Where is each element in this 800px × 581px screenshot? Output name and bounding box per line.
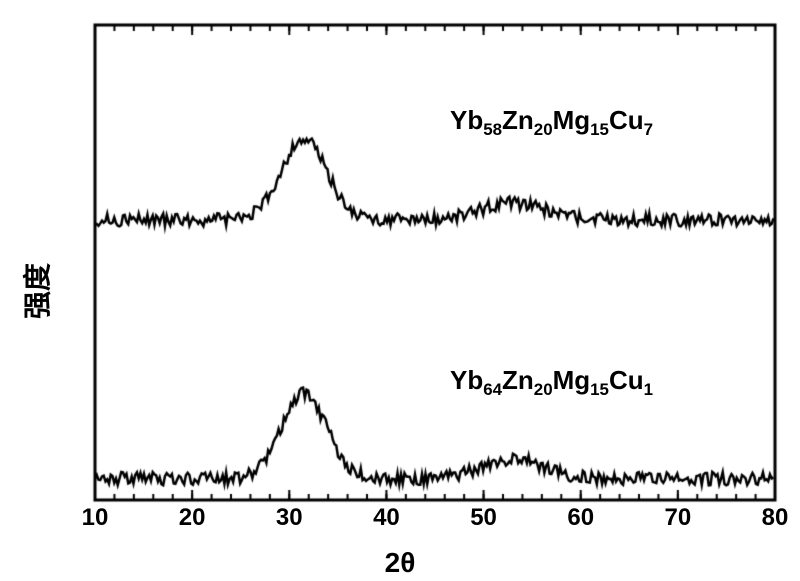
x-tick-label: 10: [82, 504, 109, 532]
x-tick-label: 50: [470, 504, 497, 532]
x-tick-label: 70: [664, 504, 691, 532]
x-tick-label: 20: [179, 504, 206, 532]
x-tick-label: 60: [567, 504, 594, 532]
series-label: Yb64Zn20Mg15Cu1: [450, 365, 653, 400]
x-tick-label: 80: [762, 504, 789, 532]
xrd-figure: 强度 2θ Yb58Zn20Mg15Cu7 Yb64Zn20Mg15Cu1 10 2…: [0, 0, 800, 581]
series-label: Yb58Zn20Mg15Cu7: [450, 105, 653, 140]
y-axis-label: 强度: [16, 262, 56, 318]
x-axis-label: 2θ: [385, 547, 416, 579]
x-tick-label: 40: [373, 504, 400, 532]
x-tick-label: 30: [276, 504, 303, 532]
xrd-plot-canvas: [0, 0, 800, 581]
